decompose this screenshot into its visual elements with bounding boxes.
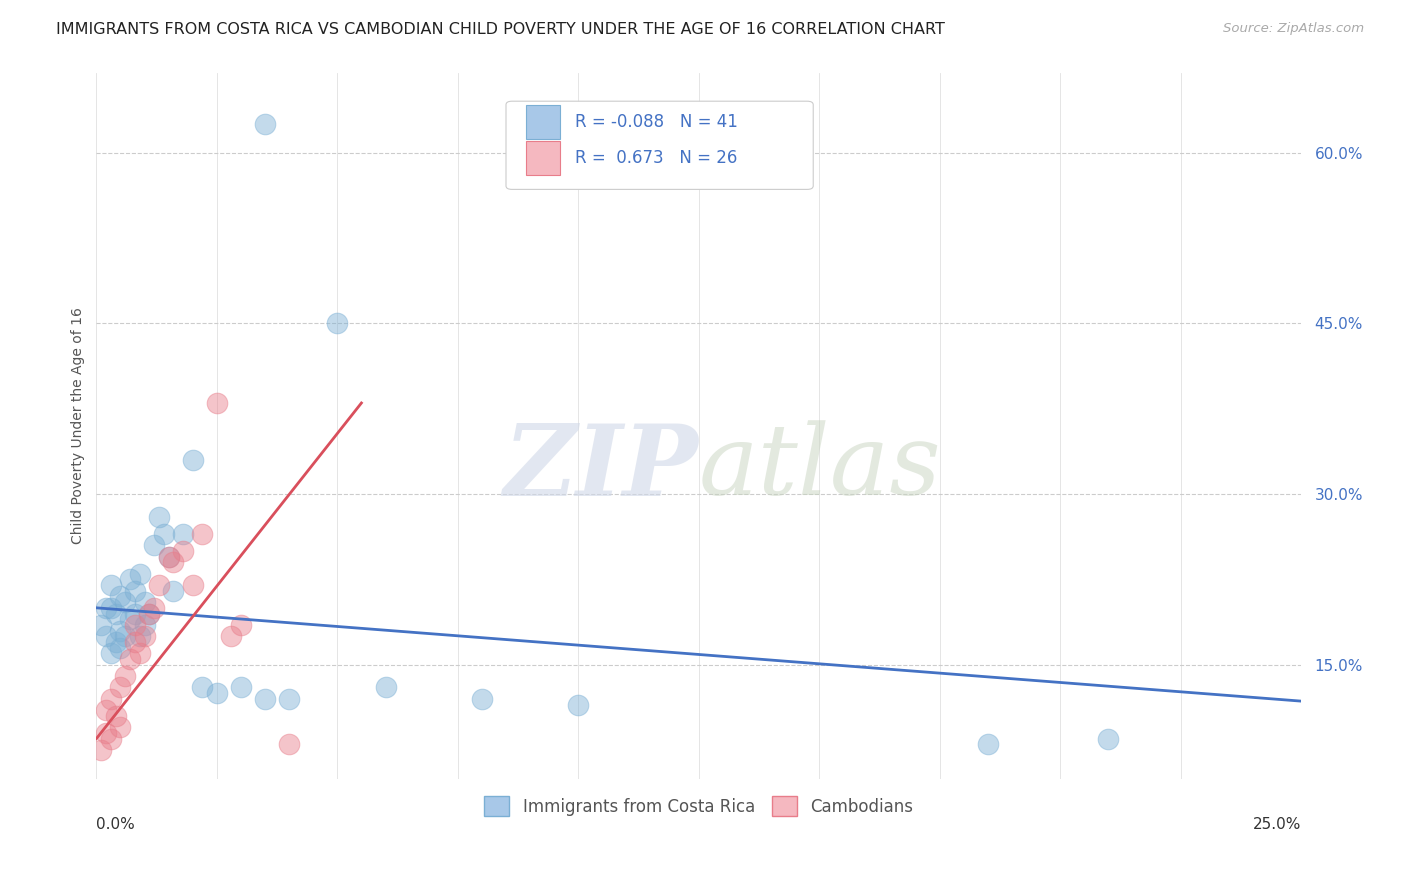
Point [191,681,214,695]
Point [94,703,117,717]
Point [110,590,132,604]
Text: 0.0%: 0.0% [97,817,135,832]
Point [110,681,132,695]
Point [134,595,156,609]
Point [143,600,166,615]
Point [374,681,396,695]
Point [162,555,184,569]
Point [153,526,176,541]
Point [110,624,132,638]
Point [162,583,184,598]
Point [124,635,146,649]
Point [1097,731,1119,746]
Point [229,618,252,632]
Point [138,607,160,621]
Point [471,691,494,706]
Point [120,573,142,587]
Point [205,686,228,700]
Point [148,509,170,524]
Point [104,635,127,649]
Point [172,526,194,541]
Text: IMMIGRANTS FROM COSTA RICA VS CAMBODIAN CHILD POVERTY UNDER THE AGE OF 16 CORREL: IMMIGRANTS FROM COSTA RICA VS CAMBODIAN … [56,22,945,37]
Point [100,731,122,746]
Point [128,646,150,660]
Point [120,612,142,626]
Point [114,595,136,609]
Point [124,607,146,621]
Point [229,681,252,695]
Point [567,698,589,712]
Point [94,726,117,740]
Point [253,691,276,706]
FancyBboxPatch shape [526,141,560,175]
Point [191,526,214,541]
Point [124,618,146,632]
Point [94,629,117,643]
Point [90,743,112,757]
Point [104,709,127,723]
Point [181,453,204,467]
Point [138,607,160,621]
Text: Source: ZipAtlas.com: Source: ZipAtlas.com [1223,22,1364,36]
Point [124,583,146,598]
Text: R = -0.088   N = 41: R = -0.088 N = 41 [575,113,738,131]
Point [114,629,136,643]
Point [172,544,194,558]
Point [134,629,156,643]
Point [110,640,132,655]
Point [100,600,122,615]
Point [120,652,142,666]
Point [205,396,228,410]
Point [148,578,170,592]
Point [157,549,180,564]
Point [100,646,122,660]
Point [90,618,112,632]
Point [278,737,301,751]
FancyBboxPatch shape [526,105,560,139]
Point [278,691,301,706]
Legend: Immigrants from Costa Rica, Cambodians: Immigrants from Costa Rica, Cambodians [478,789,920,823]
Point [143,538,166,552]
Point [128,629,150,643]
Point [104,607,127,621]
Point [94,600,117,615]
Point [110,720,132,734]
Text: ZIP: ZIP [503,420,699,516]
Point [977,737,1000,751]
FancyBboxPatch shape [506,101,813,189]
Point [134,618,156,632]
Point [100,578,122,592]
Point [253,117,276,131]
Point [221,629,243,643]
Point [157,549,180,564]
Point [181,578,204,592]
Y-axis label: Child Poverty Under the Age of 16: Child Poverty Under the Age of 16 [72,308,86,544]
Point [100,691,122,706]
Point [114,669,136,683]
Text: atlas: atlas [699,420,942,516]
Point [326,316,349,330]
Text: 25.0%: 25.0% [1253,817,1301,832]
Text: R =  0.673   N = 26: R = 0.673 N = 26 [575,149,737,167]
Point [128,566,150,581]
